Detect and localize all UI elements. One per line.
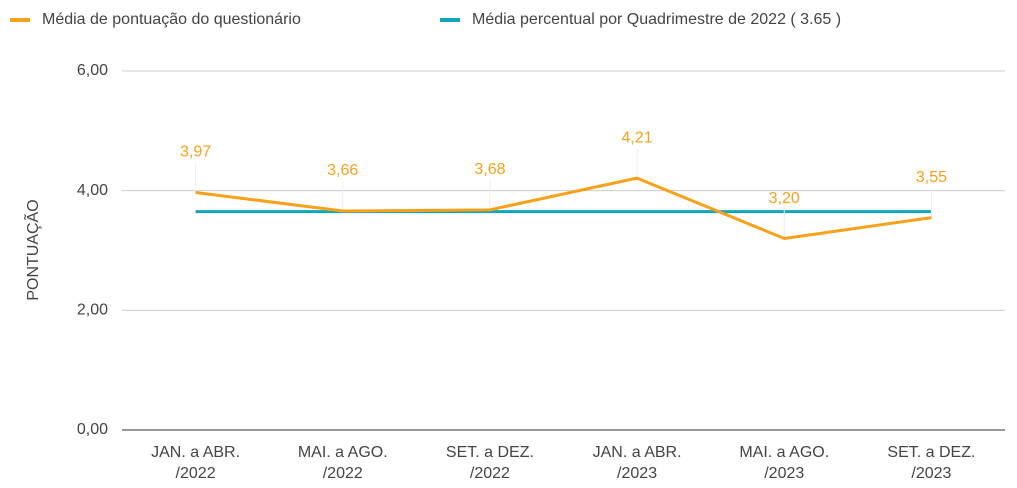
legend-label: Média de pontuação do questionário: [42, 11, 301, 28]
x-tick-label: MAI. a AGO. /2022: [297, 444, 388, 482]
data-label: 3,55: [916, 169, 947, 186]
data-label: 3,97: [180, 144, 211, 161]
x-tick-label: JAN. a ABR. /2023: [592, 444, 682, 482]
data-label: 3,20: [769, 190, 800, 207]
y-tick-label: 6,00: [77, 62, 108, 79]
y-tick-label: 2,00: [77, 302, 108, 319]
y-tick-label: 4,00: [77, 182, 108, 199]
series-line: [195, 176, 932, 241]
x-tick-label: SET. a DEZ. /2023: [887, 444, 976, 482]
legend-label: Média percentual por Quadrimestre de 202…: [472, 11, 841, 28]
x-tick-label: MAI. a AGO. /2023: [739, 444, 830, 482]
data-label: 3,68: [474, 161, 505, 178]
x-tick-label: JAN. a ABR. /2022: [151, 444, 241, 482]
y-axis-label: PONTUAÇÃO: [22, 199, 42, 300]
data-label: 3,66: [327, 162, 358, 179]
data-label: 4,21: [622, 129, 653, 146]
y-tick-label: 0,00: [77, 421, 108, 438]
x-tick-label: SET. a DEZ. /2022: [445, 444, 534, 482]
